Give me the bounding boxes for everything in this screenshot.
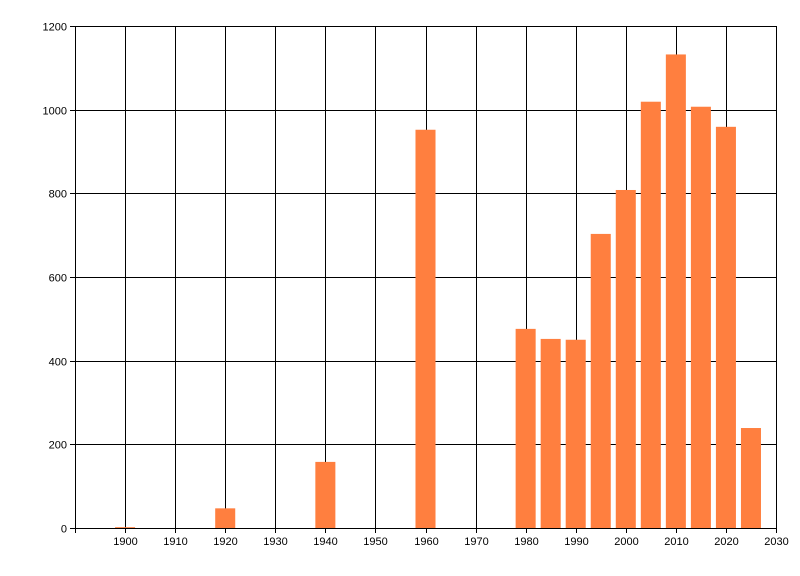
bar	[640, 101, 661, 529]
y-tick-label: 200	[49, 440, 67, 452]
y-tick-label: 1200	[43, 22, 67, 34]
y-tick-label: 600	[49, 273, 67, 285]
bar	[215, 508, 236, 528]
bar	[115, 527, 136, 528]
y-tick-label: 1000	[43, 106, 67, 118]
x-tick-label: 2010	[664, 536, 688, 548]
x-axis-ticks: 1900 1910 1920 1930 1940 1950 1960 1970 1980 1990…	[113, 528, 789, 548]
x-tick-label: 1940	[313, 536, 337, 548]
x-tick-label: 1910	[163, 536, 187, 548]
y-tick-label: 800	[49, 189, 67, 201]
bar	[415, 129, 436, 528]
x-tick-label: 1980	[514, 536, 538, 548]
bar	[715, 126, 736, 529]
bar	[515, 328, 536, 528]
axes	[75, 26, 776, 533]
bar	[590, 233, 611, 528]
bar	[615, 189, 636, 528]
x-tick-label: 1960	[414, 536, 438, 548]
y-axis-ticks: 0 200 400 600 800 1000 1200	[43, 22, 75, 536]
bar	[315, 461, 336, 528]
bar	[690, 106, 711, 528]
x-tick-label: 1970	[464, 536, 488, 548]
x-tick-label: 1900	[113, 536, 137, 548]
x-tick-label: 1990	[564, 536, 588, 548]
x-tick-label: 2020	[714, 536, 738, 548]
bar	[540, 338, 561, 528]
bar	[665, 54, 686, 529]
x-tick-label: 2000	[614, 536, 638, 548]
bars	[115, 54, 761, 529]
bar	[740, 428, 761, 528]
x-tick-label: 2030	[764, 536, 788, 548]
y-tick-label: 0	[61, 524, 67, 536]
bar	[565, 339, 586, 528]
x-tick-label: 1920	[213, 536, 237, 548]
y-tick-label: 400	[49, 357, 67, 369]
x-tick-label: 1950	[363, 536, 387, 548]
x-tick-label: 1930	[263, 536, 287, 548]
